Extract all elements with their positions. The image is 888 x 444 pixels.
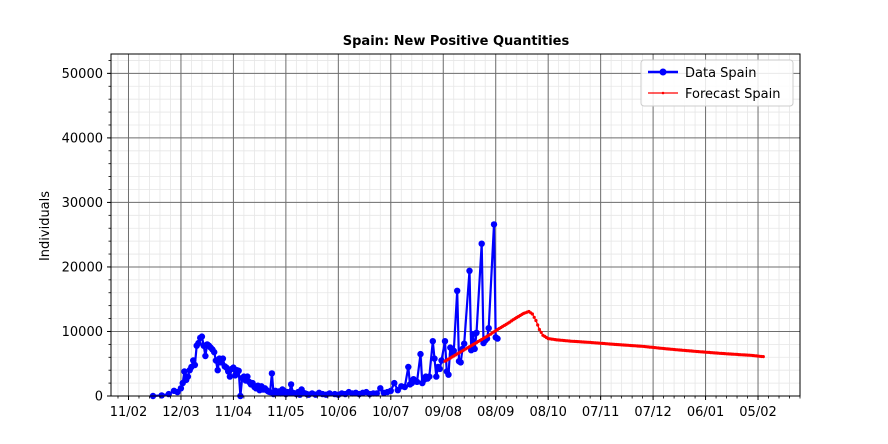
x-tick-label: 11/02 [110,405,147,420]
data-point [426,373,433,380]
plot-frame [110,53,801,397]
data-point [485,325,492,332]
data-point [177,385,185,392]
data-point [235,367,242,374]
x-tick-label: 08/09 [477,405,514,420]
y-tick-label: 40000 [62,131,103,146]
legend-label-forecast-spain: Forecast Spain [685,87,780,102]
data-point [429,338,436,345]
legend: Data Spain Forecast Spain [640,59,794,107]
data-point [539,330,543,334]
data-point [441,338,449,345]
data-point [417,350,424,358]
data-point [478,240,485,247]
data-point [405,363,412,371]
data-point [431,355,438,362]
plot-area [149,221,765,400]
data-point [761,355,765,359]
data-point [226,373,234,380]
data-point [198,333,206,340]
data-point [536,323,540,327]
data-point [391,379,398,387]
data-point [184,373,192,380]
data-point [214,367,221,374]
data-point [387,387,394,394]
y-tick-label: 0 [95,390,103,405]
legend-marker-forecast-spain [661,91,665,95]
y-tick-label: 20000 [62,260,103,275]
data-point [401,383,408,391]
data-point [530,312,535,316]
data-point [433,373,440,380]
data-point [413,378,421,385]
y-axis-label: Individuals [38,191,53,261]
data-point [466,267,473,274]
x-tick-label: 12/03 [162,405,199,420]
y-axis: 0 10000 20000 30000 40000 50000 [62,60,111,405]
data-point [473,329,480,336]
legend-label-data-spain: Data Spain [685,66,757,81]
x-tick-label: 11/05 [267,405,304,420]
x-tick-label: 05/02 [739,405,776,420]
data-point [534,318,538,323]
x-tick-label: 10/06 [320,405,357,420]
data-point [195,339,202,347]
data-point [287,381,295,388]
y-tick-label: 10000 [62,325,103,340]
data-point [232,372,239,379]
data-point [537,327,542,332]
data-point [471,345,478,353]
data-point [211,348,218,356]
legend-marker-data-spain [659,68,667,76]
y-tick-label: 30000 [62,196,103,211]
y-tick-label: 50000 [62,67,103,82]
data-point [202,352,209,360]
data-point [532,315,536,319]
chart-title: Spain: New Positive Quantities [343,34,570,49]
data-point [457,359,464,366]
data-point [438,357,445,364]
series-forecast-spain [443,309,765,363]
data-point [158,392,165,399]
data-point [490,221,498,228]
data-point [326,390,333,397]
x-tick-label: 07/11 [582,405,619,420]
data-point [181,368,188,375]
x-tick-label: 10/07 [372,405,409,420]
data-point [436,365,443,373]
x-tick-label: 08/10 [529,405,566,420]
data-point [445,371,452,378]
data-point [461,340,468,347]
data-point [244,373,251,380]
data-point [494,335,501,342]
x-tick-label: 06/01 [687,405,724,420]
series-data-spain [149,221,501,400]
data-point [373,390,380,397]
data-point [377,385,384,392]
data-point [191,361,199,369]
data-point [454,287,461,294]
data-point [450,347,457,354]
x-tick-label: 07/12 [634,405,671,420]
x-tick-label: 11/04 [215,405,252,420]
data-point [219,355,227,362]
legend-box [640,59,794,107]
data-point [268,370,276,377]
x-axis: 11/02 12/03 11/04 11/05 10/06 10/07 09/08 08/09… [110,396,801,420]
x-tick-label: 09/08 [425,405,462,420]
